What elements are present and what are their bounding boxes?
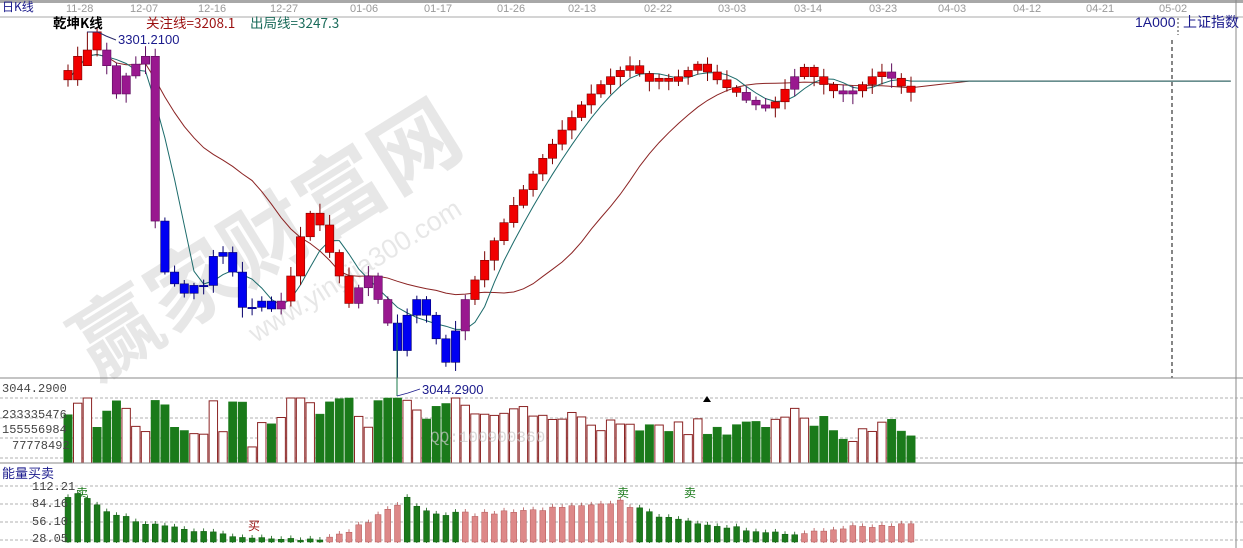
svg-text:卖: 卖 [617, 484, 629, 501]
svg-text:56.10: 56.10 [32, 515, 68, 529]
svg-text:卖: 卖 [76, 484, 88, 501]
svg-text:04-03: 04-03 [938, 3, 966, 15]
svg-text:乾坤K线: 乾坤K线 [53, 12, 103, 32]
svg-text:03-03: 03-03 [718, 3, 746, 15]
svg-text:112.21: 112.21 [32, 480, 75, 494]
svg-text:77778492: 77778492 [12, 439, 70, 453]
svg-text:3044.2900: 3044.2900 [2, 382, 67, 396]
svg-text:04-12: 04-12 [1013, 3, 1041, 15]
svg-text:买: 买 [248, 517, 260, 534]
svg-text:01-06: 01-06 [350, 3, 378, 15]
svg-text:卖: 卖 [684, 484, 696, 501]
svg-text:上证指数: 上证指数 [1183, 12, 1239, 32]
svg-text:84.16: 84.16 [32, 497, 68, 511]
svg-text:3044.2900: 3044.2900 [422, 382, 483, 397]
svg-text:02-22: 02-22 [644, 3, 672, 15]
svg-text:28.05: 28.05 [32, 532, 68, 546]
svg-text:关注线=3208.1: 关注线=3208.1 [146, 12, 235, 32]
svg-text:155556984: 155556984 [2, 423, 67, 437]
svg-text:QQ:100900360: QQ:100900360 [430, 429, 545, 447]
svg-text:233335476: 233335476 [2, 408, 67, 422]
svg-text:02-13: 02-13 [568, 3, 596, 15]
svg-text:01-17: 01-17 [424, 3, 452, 15]
svg-text:03-14: 03-14 [794, 3, 822, 15]
svg-text:日K线: 日K线 [2, 0, 34, 15]
svg-text:01-26: 01-26 [497, 3, 525, 15]
svg-text:出局线=3247.3: 出局线=3247.3 [250, 12, 339, 32]
svg-text:能量买卖: 能量买卖 [2, 463, 54, 482]
svg-text:04-21: 04-21 [1086, 3, 1114, 15]
svg-text:3301.2100: 3301.2100 [118, 32, 179, 47]
svg-text:03-23: 03-23 [869, 3, 897, 15]
svg-text:1A000: 1A000 [1135, 14, 1176, 30]
